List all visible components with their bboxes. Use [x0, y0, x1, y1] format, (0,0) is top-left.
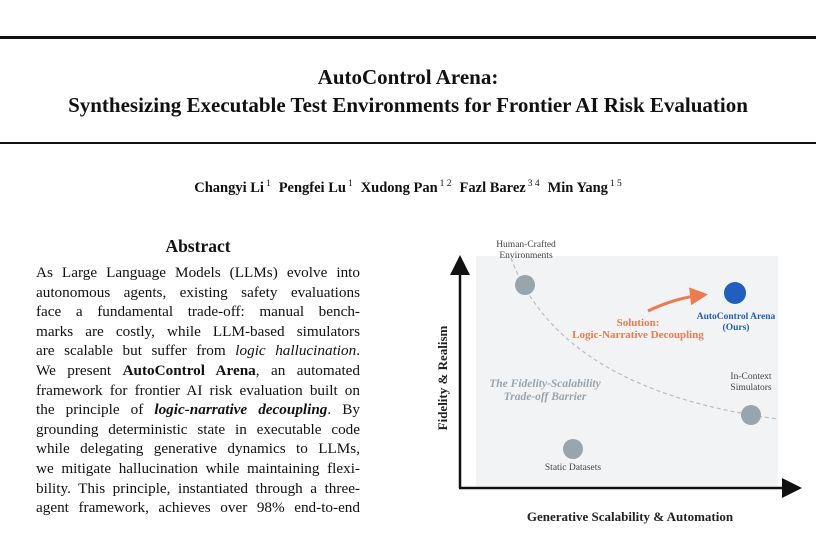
author: Min Yang 1 5 — [547, 179, 622, 196]
abstract-line: As Large Language Models (LLMs) evolve i… — [36, 263, 360, 283]
author-affiliation: 1 — [265, 179, 271, 189]
label-in-context-2: Simulators — [730, 383, 771, 393]
abstract-heading: Abstract — [165, 236, 231, 256]
abstract-line: agent framework, achieves over 98% end-t… — [36, 498, 360, 518]
abstract-text: As Large Language Models (LLMs) evolve i… — [36, 264, 360, 281]
label-human-crafted-2: Environments — [499, 251, 553, 261]
abstract-line: grounding deterministic state in executa… — [36, 420, 360, 440]
paper-title-line1: AutoControl Arena: — [317, 65, 499, 89]
author-affiliation: 1 2 — [439, 179, 452, 189]
label-in-context-1: In-Context — [730, 372, 772, 382]
bottom-rule — [0, 142, 816, 144]
point-human-crafted — [515, 275, 535, 295]
abstract-text: marks are costly, while LLM-based simula… — [36, 322, 360, 340]
abstract-text: we mitigate hallucination while maintain… — [36, 459, 360, 477]
abstract-text: . By — [327, 401, 360, 419]
abstract-line: We present AutoControl Arena, an automat… — [36, 361, 360, 381]
point-ours — [724, 282, 746, 304]
solution-arrow — [647, 287, 708, 313]
abstract-text: logic-narrative decoupling — [154, 401, 328, 419]
abstract-text: the principle of — [36, 401, 155, 419]
abstract-line: marks are costly, while LLM-based simula… — [36, 322, 360, 342]
abstract-text: are scalable but suffer from — [36, 342, 236, 360]
x-axis-label: Generative Scalability & Automation — [527, 509, 734, 524]
abstract-line: framework for frontier AI risk evaluatio… — [36, 381, 360, 401]
point-static-datasets — [563, 439, 583, 459]
abstract-text: , an automated — [255, 361, 361, 379]
barrier-label-1: The Fidelity-Scalability — [489, 378, 601, 390]
abstract-line: are scalable but suffer from logic hallu… — [36, 341, 360, 361]
abstract-text: grounding deterministic state in executa… — [36, 420, 360, 438]
author: Changyi Li 1 — [194, 179, 271, 196]
abstract-text: framework for frontier AI risk evaluatio… — [36, 381, 360, 399]
label-ours-2: (Ours) — [723, 322, 750, 333]
author-name: Min Yang — [547, 180, 608, 196]
author-affiliation: 1 5 — [609, 179, 622, 189]
author-affiliation: 3 4 — [527, 179, 540, 189]
author-name: Fazl Barez — [459, 180, 526, 196]
author-affiliation: 1 — [347, 179, 353, 189]
author-list: Changyi Li 1 Pengfei Lu 1 Xudong Pan 1 2 Fazl … — [0, 179, 816, 197]
point-in-context — [741, 405, 761, 425]
abstract-text: We present — [36, 361, 123, 379]
author: Pengfei Lu 1 — [278, 179, 353, 196]
abstract-text: agent framework, achieves over 98% end-t… — [36, 499, 360, 517]
abstract-text: while delegating generative dynamics to … — [36, 440, 360, 458]
abstract-line: face a fundamental trade-off: manual ben… — [36, 302, 360, 322]
abstract-text: . — [356, 342, 360, 360]
label-static-datasets: Static Datasets — [545, 463, 601, 473]
abstract-text: logic hallucination — [235, 342, 357, 360]
author: Xudong Pan 1 2 — [360, 179, 452, 196]
abstract-line: while delegating generative dynamics to … — [36, 439, 360, 459]
author: Fazl Barez 3 4 — [459, 179, 540, 196]
author-name: Pengfei Lu — [278, 180, 346, 196]
author-name: Changyi Li — [194, 180, 264, 196]
abstract-text: face a fundamental trade-off: manual ben… — [36, 303, 360, 321]
paper-title-line2: Synthesizing Executable Test Environment… — [68, 93, 748, 117]
abstract-text: autonomous agents, existing safety evalu… — [36, 283, 360, 301]
abstract-line: autonomous agents, existing safety evalu… — [36, 283, 360, 303]
abstract-text: bility. This principle, instantiated thr… — [36, 479, 360, 497]
abstract-line: the principle of logic-narrative decoupl… — [36, 400, 360, 420]
abstract-body: As Large Language Models (LLMs) evolve i… — [36, 263, 360, 518]
solution-label-1: Solution: — [617, 317, 660, 329]
label-human-crafted-1: Human-Crafted — [496, 239, 556, 250]
top-rule — [0, 36, 816, 39]
barrier-label-2: Trade-off Barrier — [504, 391, 587, 403]
label-ours-1: AutoControl Arena — [697, 312, 776, 322]
author-name: Xudong Pan — [360, 180, 438, 196]
abstract-text: AutoControl Arena — [122, 361, 256, 379]
y-axis-label: Fidelity & Realism — [435, 325, 450, 430]
solution-label-2: Logic-Narrative Decoupling — [572, 329, 704, 341]
abstract-line: bility. This principle, instantiated thr… — [36, 479, 360, 499]
abstract-line: we mitigate hallucination while maintain… — [36, 459, 360, 479]
